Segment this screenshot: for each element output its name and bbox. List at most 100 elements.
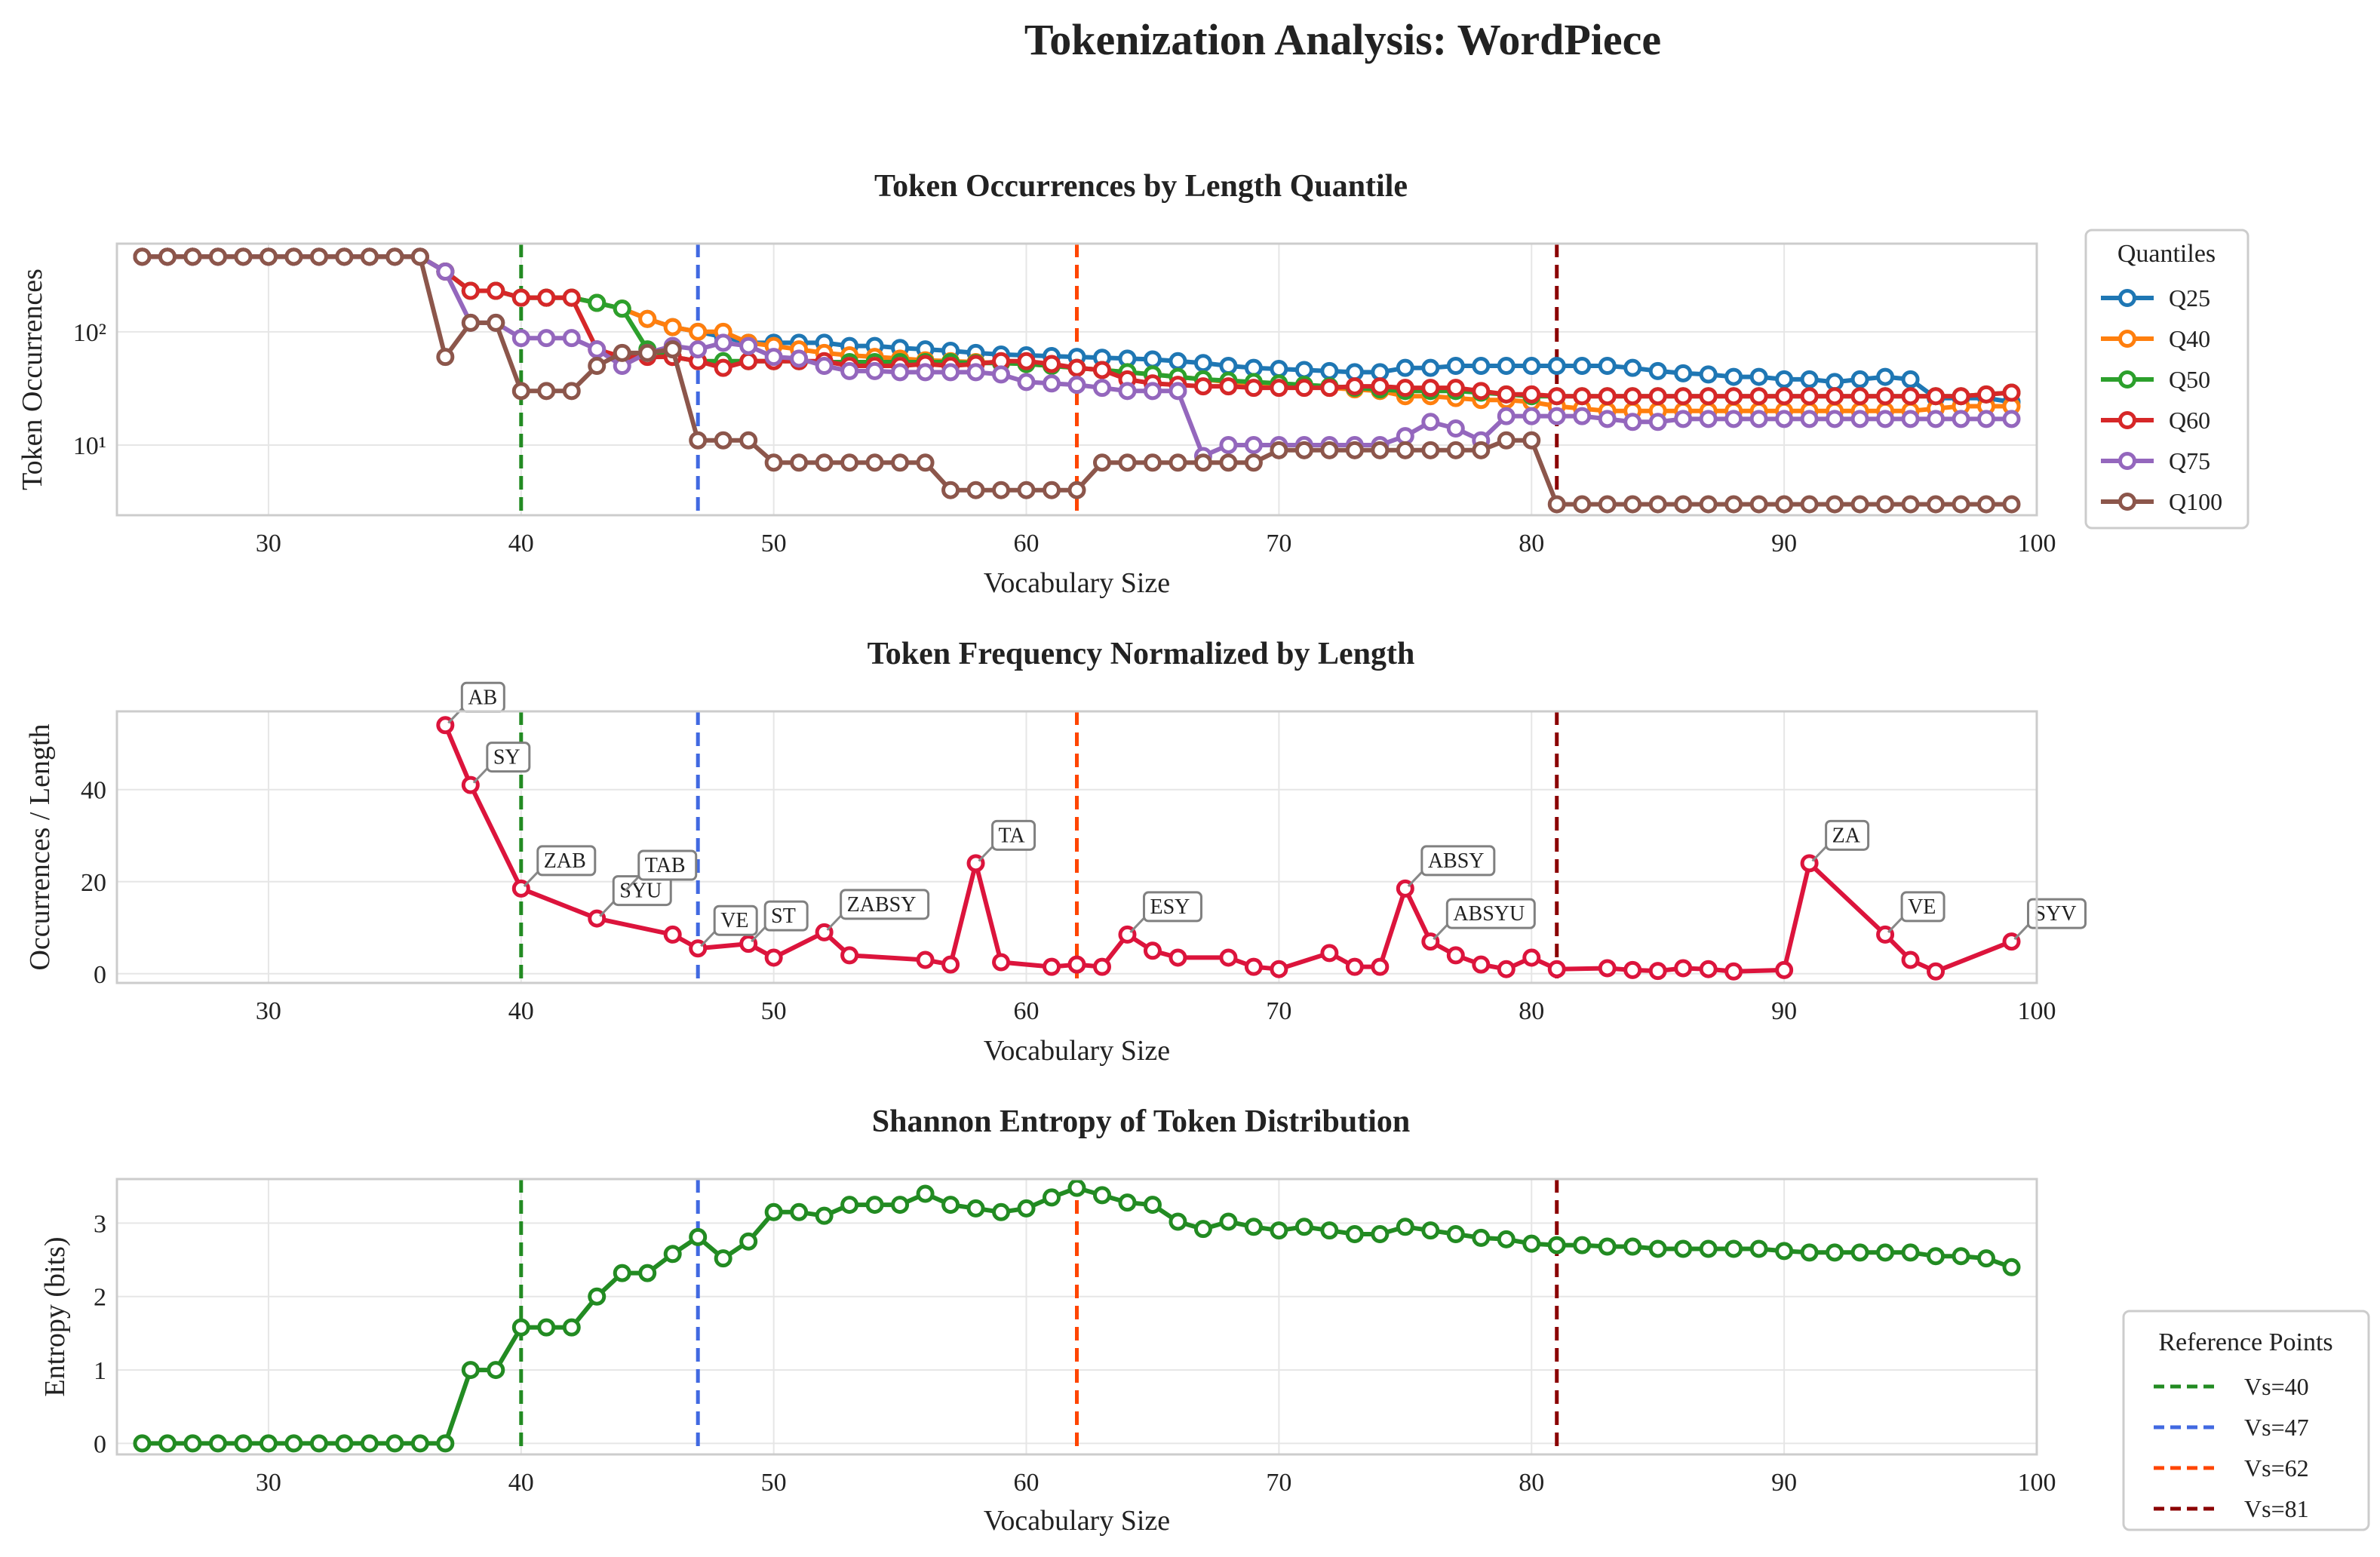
annotation-box (1420, 845, 1496, 877)
data-point (1244, 358, 1263, 377)
data-point (1219, 435, 1238, 454)
data-point (1573, 357, 1592, 376)
plot-frame (115, 1178, 2038, 1456)
y-tick-label: 10¹ (73, 432, 106, 460)
x-tick-label: 80 (1519, 997, 1544, 1025)
data-point (1320, 361, 1339, 380)
x-tick-label: 60 (1014, 1469, 1040, 1497)
data-point (1497, 960, 1516, 978)
data-point (1092, 957, 1111, 976)
data-point (1092, 1186, 1111, 1205)
annotation-label: SY (493, 746, 521, 769)
x-tick-label: 100 (2018, 530, 2056, 557)
data-point (385, 1434, 404, 1453)
legend-label: Q100 (2169, 488, 2222, 515)
data-point (537, 329, 556, 348)
data-point (259, 247, 278, 266)
data-point (992, 953, 1011, 972)
data-point (1927, 495, 1945, 514)
data-point (739, 352, 758, 370)
data-point (1294, 441, 1313, 459)
data-point (1270, 379, 1288, 398)
data-point (1522, 1234, 1541, 1253)
data-point (1522, 431, 1541, 450)
data-point (1497, 431, 1516, 450)
data-point (840, 946, 859, 965)
data-point (537, 1318, 556, 1337)
data-point (1977, 385, 1996, 404)
data-point (511, 382, 530, 401)
data-point (714, 358, 732, 377)
data-point (1396, 358, 1414, 377)
data-point (133, 1434, 152, 1453)
data-point (1952, 495, 1970, 514)
data-point (1749, 367, 1768, 386)
data-point (1826, 410, 1844, 428)
data-point (764, 948, 783, 967)
data-point (891, 363, 910, 382)
data-point (2002, 1258, 2021, 1276)
x-tick-label: 30 (256, 530, 281, 557)
data-point (638, 1264, 657, 1282)
annotation-box (1825, 819, 1870, 851)
data-point (815, 357, 834, 376)
annotation: ZA (1811, 819, 1870, 862)
data-point (1219, 357, 1238, 376)
data-point (865, 1196, 884, 1215)
data-point (183, 1434, 202, 1453)
data-point (1446, 441, 1465, 459)
annotation: VE (700, 904, 758, 947)
annotation-label: ST (771, 904, 796, 928)
data-point (689, 340, 708, 359)
data-point (1472, 955, 1491, 974)
annotation: AB (447, 681, 505, 724)
data-point (1446, 1225, 1465, 1243)
data-point (1749, 1239, 1768, 1258)
data-point (133, 247, 152, 266)
annotation: SYV (2013, 898, 2087, 941)
legend-item-reference-2: Vs=47 (2154, 1414, 2309, 1441)
data-point (1092, 361, 1111, 379)
data-point (1143, 382, 1162, 401)
data-point (1927, 962, 1945, 981)
data-point (1724, 410, 1743, 428)
data-point (1345, 957, 1364, 976)
data-point (1547, 495, 1566, 514)
plot-frame (115, 242, 2038, 517)
data-point (410, 1434, 429, 1453)
data-point (1977, 1249, 1996, 1268)
chart-title: Token Frequency Normalized by Length (868, 637, 1415, 671)
data-point (1800, 387, 1819, 406)
chart-title: Token Occurrences by Length Quantile (874, 169, 1408, 204)
data-point (1472, 357, 1491, 376)
data-point (739, 431, 758, 450)
data-point (284, 247, 303, 266)
data-point (941, 955, 960, 974)
data-point (588, 1287, 607, 1306)
data-point (1749, 495, 1768, 514)
data-point (1219, 1212, 1238, 1231)
data-point (208, 1434, 227, 1453)
data-point (1396, 1218, 1414, 1236)
data-point (1017, 1199, 1036, 1218)
data-point (1952, 387, 1970, 406)
data-point (1699, 387, 1718, 406)
plot-frame (115, 710, 2038, 984)
data-point (663, 318, 682, 336)
reference-points-legend: Reference Points Vs=40 Vs=47 Vs=62 Vs=81 (2122, 1310, 2370, 1531)
legend-label: Q75 (2169, 447, 2210, 474)
data-point (1598, 410, 1617, 428)
data-point (1294, 379, 1313, 398)
data-point (1497, 407, 1516, 425)
data-point (1623, 1237, 1642, 1256)
data-point (613, 1264, 631, 1282)
annotation: TA (978, 819, 1036, 862)
data-point (790, 349, 809, 368)
series-line-3 (133, 1178, 2021, 1453)
x-tick-label: 80 (1519, 1469, 1544, 1497)
data-point (1017, 373, 1036, 392)
data-point (1927, 410, 1945, 428)
data-point (916, 1184, 935, 1203)
data-point (360, 247, 379, 266)
